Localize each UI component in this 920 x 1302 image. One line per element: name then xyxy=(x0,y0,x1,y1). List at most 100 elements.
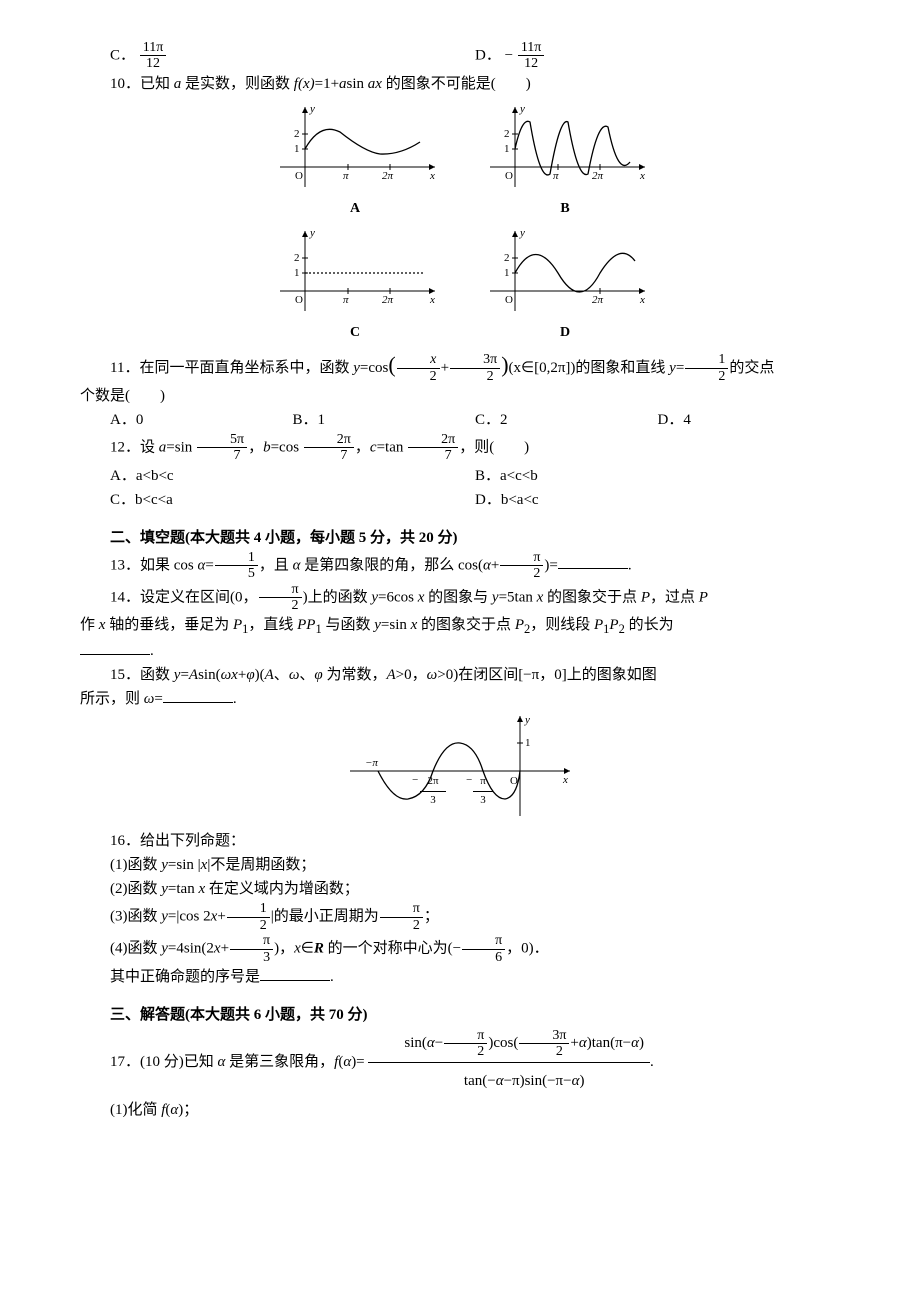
q10-t4: sin xyxy=(347,76,368,92)
q12-tail: ，则( ) xyxy=(459,439,529,455)
q10-fig-d: x y O 1 2 2π D xyxy=(480,226,650,344)
q17-na2: α xyxy=(579,1035,587,1051)
q12-beq: =cos xyxy=(271,439,303,455)
q11-t3: (x∈[0,2π])的图象和直线 xyxy=(509,360,670,376)
q10-fx: f(x) xyxy=(294,76,315,92)
q15-axy: y xyxy=(524,714,530,726)
q15-ns1: − xyxy=(411,774,418,786)
q14-blank xyxy=(80,639,150,655)
q15-l1: 15．函数 y=Asin(ωx+φ)(A、ω、φ 为常数，A>0，ω>0)在闭区… xyxy=(80,663,840,687)
q9-c-frac: 11π 12 xyxy=(140,40,167,72)
q13-pn: π xyxy=(500,550,543,566)
q15-l2: 所示，则 xyxy=(80,691,144,707)
q17-t2: 是第三象限角， xyxy=(225,1054,334,1070)
q15-A2: A xyxy=(265,667,274,683)
q14-l2f: ，则线段 xyxy=(530,617,594,633)
q17-nc: )tan(π− xyxy=(587,1035,631,1051)
q13-d: 5 xyxy=(215,566,258,581)
axis-pi: π xyxy=(343,294,349,306)
q10-label-c: C xyxy=(270,322,440,344)
q12-c1: ， xyxy=(248,439,263,455)
q16-blank xyxy=(260,965,330,981)
q17-a2: α xyxy=(343,1054,351,1070)
q15-A3: A xyxy=(387,667,396,683)
q15-eq2: = xyxy=(154,691,162,707)
q15-npi: −π xyxy=(365,757,378,769)
q10-fig-a: x y O 1 2 π 2π A xyxy=(270,102,440,220)
q11-line2: 个数是( ) xyxy=(80,384,840,408)
q11-d1: 2 xyxy=(397,369,440,384)
q16-4b: =4sin(2 xyxy=(168,940,214,956)
q16-1b: =sin | xyxy=(168,857,201,873)
axis-2pi: 2π xyxy=(382,294,394,306)
q9-d-num: 11π xyxy=(518,40,545,56)
q14-t1: 14．设定义在区间(0， xyxy=(110,589,258,605)
q9-c-den: 12 xyxy=(140,56,167,71)
axis-O: O xyxy=(505,170,513,182)
q11-options: A．0 B．1 C．2 D．4 xyxy=(80,408,840,432)
q11-c: C．2 xyxy=(475,408,658,432)
q12-ob: B．a<c<b xyxy=(475,464,840,488)
q16-p2: (2)函数 y=tan x 在定义域内为增函数； xyxy=(80,877,840,901)
q17-na3: α xyxy=(631,1035,639,1051)
q14-d: 2 xyxy=(259,598,302,613)
q15-fig: x y 1 O −π − 2π 3 − π 3 xyxy=(80,711,840,829)
q17-np: + xyxy=(570,1035,578,1051)
q16-p3: (3)函数 y=|cos 2x+12|的最小正周期为π2； xyxy=(80,901,840,933)
section2-head: 二、填空题(本大题共 4 小题，每小题 5 分，共 20 分) xyxy=(80,526,840,550)
q10-graph-d: x y O 1 2 2π xyxy=(480,226,650,316)
q15-l2: 所示，则 ω=. xyxy=(80,687,840,711)
q16-4d2: 的一个对称中心为(− xyxy=(324,940,461,956)
q11-y: y xyxy=(353,360,360,376)
q16-3d: 2 xyxy=(227,918,270,933)
q15-g1: >0， xyxy=(396,667,427,683)
q15-w4: ω xyxy=(144,691,155,707)
q16-p1: (1)函数 y=sin |x|不是周期函数； xyxy=(80,853,840,877)
q10-graph-b: x y O 1 2 π 2π xyxy=(480,102,650,192)
axis-x: x xyxy=(429,170,435,182)
q16-4d: 3 xyxy=(230,950,273,965)
q16-4p: + xyxy=(221,940,229,956)
q17-npn: π xyxy=(444,1028,487,1044)
q16-4a: (4)函数 xyxy=(110,940,161,956)
q16-4n2: π xyxy=(462,933,505,949)
axis-1: 1 xyxy=(294,267,300,279)
q9-d-label: D． xyxy=(475,47,501,63)
q15-2pi3d: 3 xyxy=(420,792,446,803)
q11-plus: + xyxy=(441,360,449,376)
q12-b: b xyxy=(263,439,271,455)
axis-y: y xyxy=(309,103,315,115)
q13-end: . xyxy=(628,557,632,573)
q14-P: P xyxy=(641,589,650,605)
q9-d-frac: 11π 12 xyxy=(518,40,545,72)
q10-a2: a xyxy=(339,76,347,92)
q10-label-d: D xyxy=(480,322,650,344)
q11-d2: 2 xyxy=(450,369,500,384)
q13-blank xyxy=(558,553,628,569)
q17-nb: )cos( xyxy=(488,1035,518,1051)
axis-x: x xyxy=(639,170,645,182)
q14-P2: P xyxy=(699,589,708,605)
q17-nd: ) xyxy=(639,1035,644,1051)
q15-A: A xyxy=(189,667,198,683)
axis-y: y xyxy=(309,227,315,239)
q15-eq: = xyxy=(180,667,188,683)
axis-2pi: 2π xyxy=(592,170,604,182)
q16-head: 16．给出下列命题： xyxy=(80,829,840,853)
q15-blank xyxy=(163,687,233,703)
q10-figs-row2: x y O 1 2 π 2π C x y xyxy=(80,226,840,344)
q14-PP1: PP xyxy=(297,617,315,633)
q9-c-num: 11π xyxy=(140,40,167,56)
q9-c-label: C． xyxy=(110,47,135,63)
q11-n1: x xyxy=(397,352,440,368)
axis-x: x xyxy=(429,294,435,306)
q15-t2: 为常数， xyxy=(323,667,387,683)
q17-end: . xyxy=(650,1054,654,1070)
q14-end: . xyxy=(150,643,154,659)
q16-2a: (2)函数 xyxy=(110,881,161,897)
q16-t: 其中正确命题的序号是 xyxy=(110,969,260,985)
q15-sin: sin( xyxy=(198,667,221,683)
q10-fig-b: x y O 1 2 π 2π B xyxy=(480,102,650,220)
q14-y3: y xyxy=(374,617,381,633)
q16-4x2: x xyxy=(294,940,301,956)
